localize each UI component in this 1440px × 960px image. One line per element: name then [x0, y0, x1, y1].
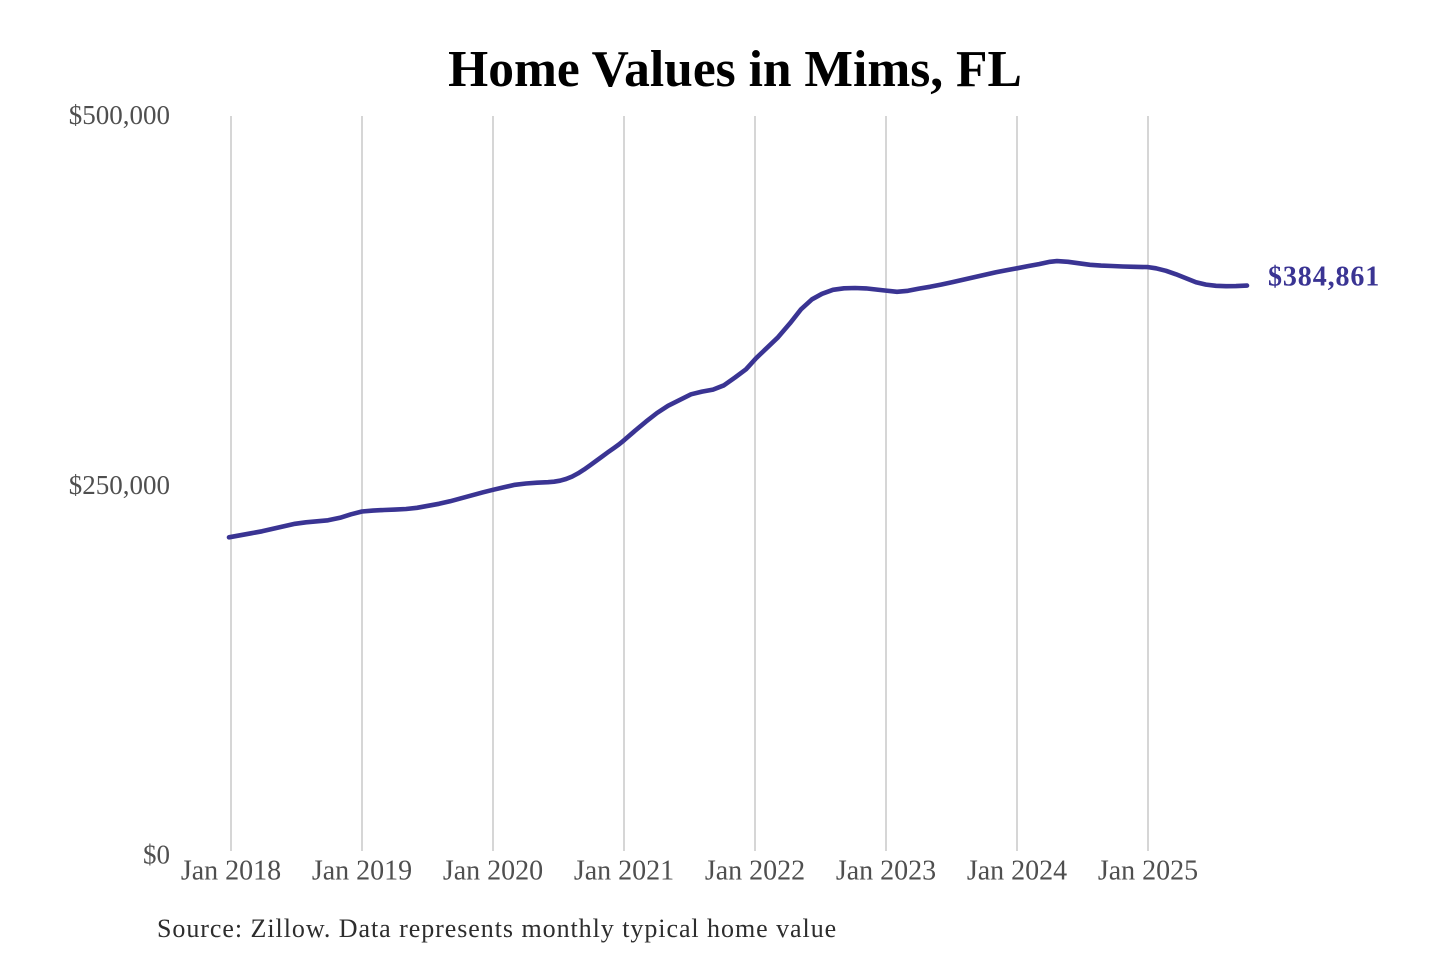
svg-text:$500,000: $500,000	[69, 100, 170, 130]
svg-text:Jan 2025: Jan 2025	[1098, 856, 1198, 887]
svg-text:Home Values in Mims, FL: Home Values in Mims, FL	[448, 41, 1022, 98]
svg-text:$0: $0	[143, 839, 170, 869]
svg-text:Jan 2018: Jan 2018	[181, 856, 281, 887]
svg-text:$384,861: $384,861	[1268, 262, 1380, 293]
svg-text:Jan 2021: Jan 2021	[574, 856, 674, 887]
svg-text:Jan 2024: Jan 2024	[967, 856, 1067, 887]
svg-text:Jan 2019: Jan 2019	[312, 856, 412, 887]
svg-text:Jan 2022: Jan 2022	[705, 856, 805, 887]
svg-text:Jan 2023: Jan 2023	[836, 856, 936, 887]
svg-text:Jan 2020: Jan 2020	[443, 856, 543, 887]
svg-text:Source: Zillow. Data represent: Source: Zillow. Data represents monthly …	[157, 914, 837, 943]
svg-text:$250,000: $250,000	[69, 470, 170, 500]
